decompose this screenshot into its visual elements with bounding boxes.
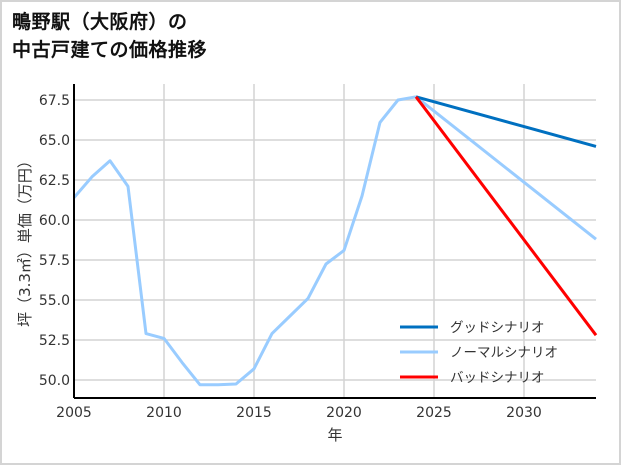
x-tick-label: 2020: [326, 405, 362, 421]
y-tick-label: 50.0: [39, 373, 70, 389]
data-series: [72, 95, 598, 387]
series-line-2: [415, 95, 597, 241]
x-tick-label: 2025: [416, 405, 452, 421]
legend-label: バッドシナリオ: [450, 370, 545, 386]
chart-title-line1: 鴫野駅（大阪府）の: [12, 11, 188, 33]
y-tick-label: 67.5: [39, 93, 70, 109]
x-tick-label: 2010: [146, 405, 182, 421]
axes: [73, 84, 596, 399]
series-line-3: [414, 95, 598, 337]
axis-labels: 年 坪（3.3㎡）単価（万円）: [16, 153, 343, 444]
x-tick-label: 2015: [236, 405, 272, 421]
chart-title-line2: 中古戸建ての価格推移: [12, 39, 208, 61]
y-tick-label: 57.5: [39, 253, 70, 269]
series-line-1: [415, 95, 597, 148]
y-tick-label: 65.0: [39, 133, 70, 149]
y-tick-label: 62.5: [39, 173, 70, 189]
x-tick-label: 2030: [506, 405, 542, 421]
legend-label: ノーマルシナリオ: [450, 345, 558, 361]
x-axis-label: 年: [327, 426, 342, 444]
tick-labels: 50.0 52.5 55.0 57.5 60.0 62.5 65.0 67.5 2005 2010…: [39, 93, 542, 421]
x-tick-label: 2005: [56, 405, 92, 421]
chart-title: 鴫野駅（大阪府）の 中古戸建ての価格推移: [12, 8, 207, 64]
y-tick-label: 52.5: [39, 333, 70, 349]
y-tick-label: 55.0: [39, 293, 70, 309]
y-axis-label: 坪（3.3㎡）単価（万円）: [16, 153, 34, 327]
series-line-historical: [72, 95, 417, 387]
y-tick-label: 60.0: [39, 213, 70, 229]
legend-label: グッドシナリオ: [450, 320, 545, 336]
